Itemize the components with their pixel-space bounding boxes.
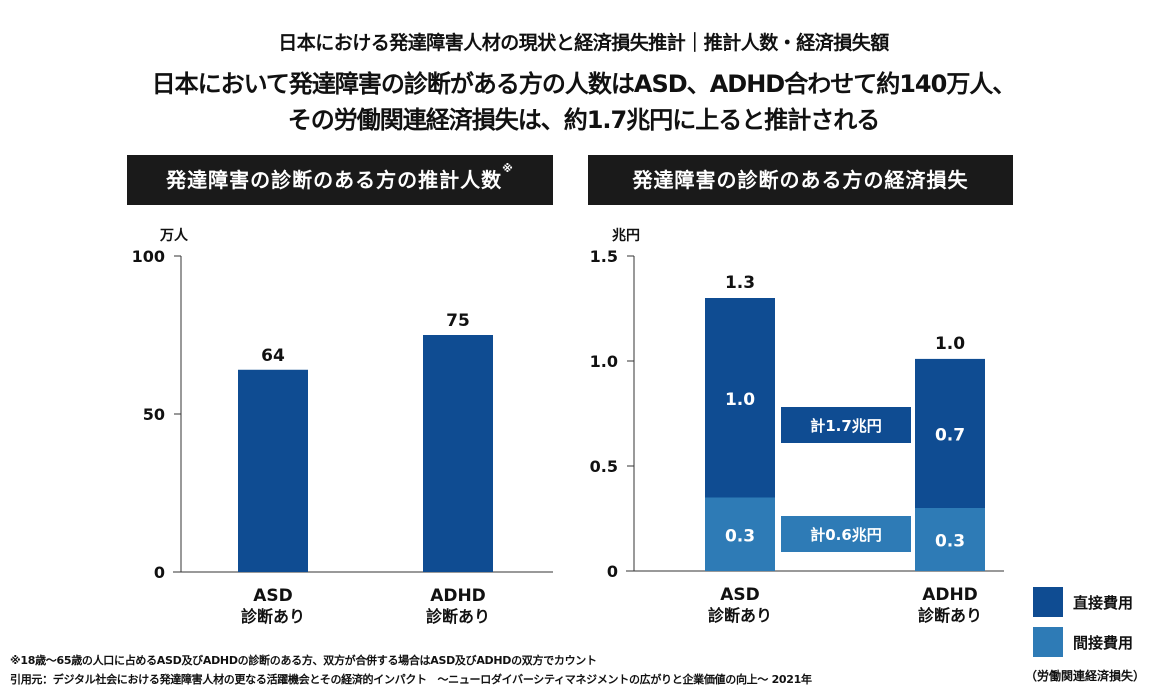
source-citation: 引用元：デジタル社会における発達障害人材の更なる活躍機会とその経済的インパクト … (10, 673, 812, 686)
left-chart-x-label: ASD (253, 586, 293, 606)
right-chart-bar-indirect (915, 508, 985, 571)
footnote: ※18歳〜65歳の人口に占めるASD及びADHDの診断のある方、双方が合併する場… (10, 654, 597, 667)
direct-total-label: 計1.7兆円 (810, 417, 882, 435)
right-chart-bar-direct (915, 358, 985, 508)
right-chart-bar-indirect (705, 497, 775, 571)
left-chart-y-tick-label: 50 (143, 405, 165, 424)
right-chart-y-tick-label: 1.5 (590, 247, 618, 266)
main-title: 日本における発達障害人材の現状と経済損失推計｜推計人数・経済損失額 (278, 32, 889, 54)
right-chart-direct-label: 1.0 (725, 390, 755, 410)
left-chart-bar (423, 335, 493, 572)
headline-line-2: その労働関連経済損失は、約1.7兆円に上ると推計される (287, 106, 881, 134)
left-chart-x-sublabel: 診断あり (241, 607, 305, 626)
right-chart-indirect-label: 0.3 (725, 526, 755, 546)
right-chart-indirect-label: 0.3 (935, 532, 965, 552)
right-chart-x-label: ASD (720, 585, 760, 605)
left-chart-x-label: ADHD (430, 586, 486, 606)
legend-swatch-direct (1033, 587, 1063, 617)
left-panel-title-text: 発達障害の診断のある方の推計人数 (166, 168, 503, 192)
right-chart-y-axis-unit: 兆円 (612, 228, 640, 244)
left-chart-bar (238, 369, 308, 572)
indirect-total-box (781, 516, 911, 552)
indirect-total-label: 計0.6兆円 (810, 526, 882, 544)
right-chart-x-sublabel: 診断あり (708, 606, 772, 625)
left-chart-x-sublabel: 診断あり (426, 607, 490, 626)
legend-label-direct: 直接費用 (1073, 594, 1134, 612)
left-chart-y-tick-label: 0 (154, 563, 165, 582)
direct-total-box (781, 407, 911, 443)
right-chart-direct-label: 0.7 (935, 425, 965, 445)
right-chart-y-tick-label: 1.0 (590, 352, 618, 371)
left-chart-value-label: 64 (261, 346, 285, 366)
right-chart-x-label: ADHD (922, 585, 978, 605)
right-panel-title-text: 発達障害の診断のある方の経済損失 (632, 168, 969, 192)
footnote-mark: ※ (502, 162, 514, 175)
left-chart-y-tick-label: 100 (132, 247, 165, 266)
right-chart-total-label: 1.3 (725, 273, 755, 293)
left-panel-title: 発達障害の診断のある方の推計人数※ (127, 155, 553, 205)
right-chart-total-label: 1.0 (935, 334, 965, 354)
right-chart-y-tick-label: 0 (607, 562, 618, 581)
legend-swatch-indirect (1033, 627, 1063, 657)
right-chart-x-sublabel: 診断あり (918, 606, 982, 625)
legend-note: （労働関連経済損失） (1025, 669, 1146, 683)
right-panel-title: 発達障害の診断のある方の経済損失 (588, 155, 1013, 205)
headline-line-1: 日本において発達障害の診断がある方の人数はASD、ADHD合わせて約140万人、 (151, 70, 1017, 98)
left-chart-value-label: 75 (446, 311, 470, 331)
right-chart-bar-direct (705, 298, 775, 498)
left-chart-y-axis-unit: 万人 (159, 227, 189, 244)
right-chart-y-tick-label: 0.5 (590, 457, 618, 476)
legend-label-indirect: 間接費用 (1073, 634, 1134, 652)
